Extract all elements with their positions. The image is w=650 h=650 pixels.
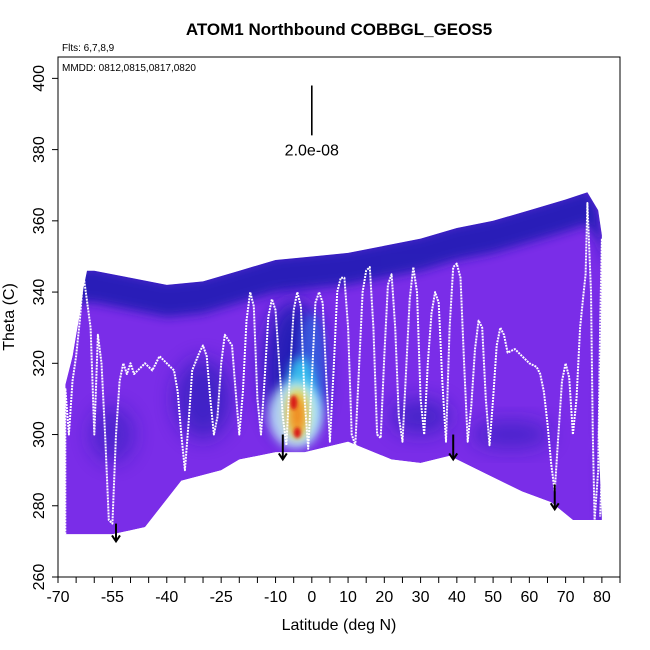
hotspot-red-4 (293, 427, 301, 439)
arrow-head (549, 502, 560, 512)
arrow-head (448, 452, 459, 462)
profile-arrow-2 (448, 434, 459, 462)
x-axis-label: Latitude (deg N) (282, 617, 397, 634)
arrow-head (111, 534, 121, 544)
x-tick-label: -55 (101, 589, 124, 606)
scale-label: 2.0e-08 (285, 142, 339, 159)
y-axis: 260 280 300 320 340 360 380 400 (31, 65, 59, 591)
far-left-blue-patch (90, 406, 135, 463)
x-axis: -70 -55 -40 -25 -10 0 10 20 30 40 50 60 70 80 (46, 576, 621, 606)
y-tick-label: 380 (31, 136, 48, 163)
profile-arrow-0 (111, 523, 121, 544)
y-tick-label: 260 (31, 564, 48, 591)
y-tick-label: 320 (31, 350, 48, 377)
x-tick-label: 80 (593, 589, 611, 606)
x-tick-label: -25 (210, 589, 233, 606)
flights-label: Flts: 6,7,8,9 (62, 43, 115, 54)
x-tick-label: 20 (375, 589, 393, 606)
profile-arrow-1 (277, 434, 288, 462)
arrow-head (277, 452, 288, 462)
x-tick-label: 30 (412, 589, 430, 606)
x-tick-label: 50 (484, 589, 502, 606)
y-tick-label: 340 (31, 279, 48, 306)
x-tick-label: 10 (339, 589, 357, 606)
dates-label: MMDD: 0812,0815,0817,0820 (62, 63, 196, 74)
lower-right-blue-patch (471, 420, 552, 449)
left-blue-patch (175, 358, 232, 439)
flight-track (64, 202, 603, 535)
hotspot-red-3 (290, 395, 298, 410)
x-tick-label: 70 (557, 589, 575, 606)
x-tick-label: -10 (264, 589, 287, 606)
y-tick-label: 280 (31, 492, 48, 519)
flight-track-layer (64, 202, 603, 535)
x-tick-label: 60 (520, 589, 538, 606)
chart-title: ATOM1 Northbound COBBGL_GEOS5 (186, 20, 492, 39)
y-tick-label: 400 (31, 65, 48, 92)
profile-arrows (111, 434, 560, 544)
x-tick-label: 0 (307, 589, 316, 606)
y-tick-label: 360 (31, 207, 48, 234)
x-tick-label: -40 (155, 589, 178, 606)
y-tick-label: 300 (31, 421, 48, 448)
x-tick-label: 40 (448, 589, 466, 606)
y-axis-label: Theta (C) (1, 283, 18, 351)
x-tick-label: -70 (46, 589, 69, 606)
plot-area (64, 192, 603, 544)
scale-annotation: 2.0e-08 (285, 85, 339, 159)
right-blue-patch (390, 398, 451, 435)
profile-arrow-3 (549, 484, 560, 512)
